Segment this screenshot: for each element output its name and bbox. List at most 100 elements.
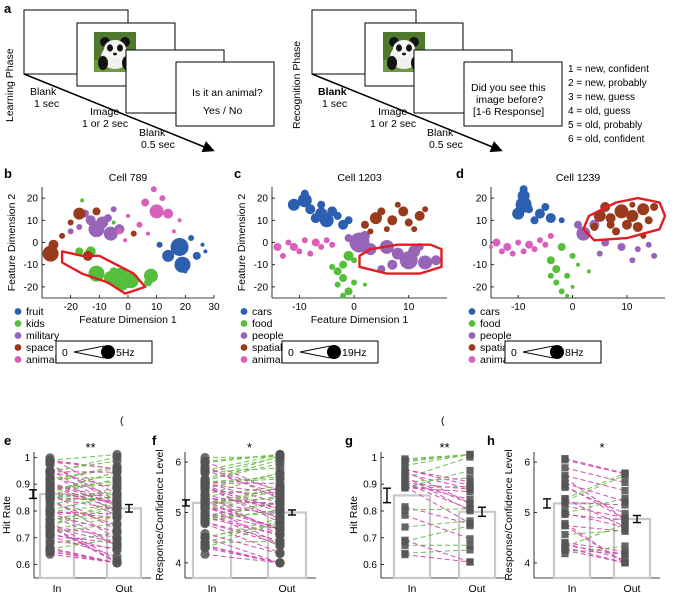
data-point-c [377,207,386,216]
data-point-c [333,267,342,276]
y-tick-label-f: 4 [175,558,181,569]
rate-scale-max-b: 5Hz [116,347,135,359]
data-point-d [546,256,555,265]
data-point-d [525,240,534,249]
pair-point-f [200,474,210,484]
legend-marker-b [14,320,22,327]
pair-point-e [45,509,55,519]
pair-point-e [45,536,55,546]
significance-e: ** [85,440,95,455]
pair-line-f [204,455,281,480]
pair-line-f [204,537,281,564]
legend-marker-d [468,308,476,315]
x-tick-label-b: -10 [92,302,107,313]
pair-point-h [561,521,569,530]
category-label-g: In [408,583,417,593]
y-tick-label-g: 0.6 [363,560,377,571]
pair-point-f [200,507,210,518]
data-point-d [629,201,636,208]
data-point-c [344,287,353,296]
pair-point-h [561,543,569,551]
data-point-b [67,219,74,226]
y-tick-label-e: 0.6 [16,560,30,571]
pair-line-g [404,470,471,504]
y-tick-label-c: -10 [254,260,269,271]
pair-line-e [49,457,118,495]
scale-item-1: 1 = new, confident [568,64,649,75]
panel-label-f: f [152,433,157,448]
pair-line-e [49,486,118,506]
pair-line-f [204,497,281,506]
x-tick-label-b: 10 [151,302,163,313]
significance-f: * [247,440,252,455]
pair-line-g [404,508,471,511]
learning-blank1-label: Blank [30,86,57,98]
pair-line-f [204,533,281,555]
pair-point-h [561,550,569,558]
pair-point-h [621,469,629,477]
pair-line-e [49,454,118,461]
pair-line-g [404,476,471,512]
data-point-d [650,202,659,211]
legend-label-c: animals [252,354,288,366]
data-point-d [503,242,512,251]
pair-line-e [49,465,118,481]
legend-marker-b [14,356,22,363]
legend-label-d: spatial [480,342,510,354]
panel-label-b: b [4,166,12,181]
y-axis-label-h: Response/Confidence Level [503,449,515,580]
data-point-b [116,228,123,235]
y-tick-label-g: 0.8 [363,506,377,517]
data-point-b [149,204,164,219]
pair-line-f [204,540,281,544]
data-point-d [621,219,632,230]
data-point-d [612,227,621,236]
pair-line-g [404,486,471,524]
learning-image-duration: 1 or 2 sec [82,118,128,130]
legend-marker-b [14,344,22,351]
rate-scale-max-d: 8Hz [565,347,584,359]
learning-question: Is it an animal? [192,87,263,99]
data-point-d [552,265,561,274]
pair-line-h [564,482,626,503]
pair-point-h [561,495,569,503]
data-point-b [116,278,129,291]
pair-line-e [49,496,118,502]
data-point-b [48,239,59,250]
data-point-d [596,250,603,257]
pair-line-e [49,511,118,518]
legend-marker-d [468,320,476,327]
pair-line-f [204,483,281,495]
data-point-c [362,282,367,287]
pair-line-g [404,483,471,510]
data-point-c [422,206,429,213]
y-axis-label-g: Hit Rate [348,496,360,534]
pair-line-f [204,500,281,517]
data-point-b [111,220,116,225]
pair-point-g [401,473,409,481]
data-point-d [637,203,650,216]
pair-line-f [204,489,281,496]
pair-line-f [204,545,281,564]
pair-line-e [49,514,118,547]
y-tick-label-g: 1 [371,453,377,464]
category-label-h: Out [624,583,641,593]
y-tick-label-h: 5 [524,508,530,519]
pair-point-f [275,504,285,514]
pair-line-e [49,469,118,508]
legend-label-b: military [26,330,60,342]
data-point-b [174,256,191,273]
data-point-b [85,215,96,226]
learning-question-screen [175,61,275,127]
pair-line-f [204,469,281,495]
data-point-d [547,272,554,279]
data-point-c [351,279,358,286]
pair-line-e [49,471,118,494]
legend-label-b: fruit [26,306,44,318]
data-point-d [509,250,516,257]
pair-point-f [200,532,210,543]
data-point-c [383,226,390,233]
y-tick-label-e: 0.9 [16,480,30,491]
data-point-d [541,202,550,211]
data-point-d [606,220,615,229]
